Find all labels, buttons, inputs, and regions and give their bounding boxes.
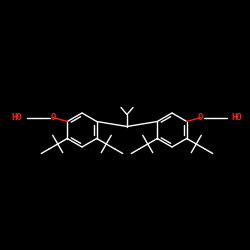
- Text: HO: HO: [12, 113, 22, 122]
- Text: O: O: [198, 113, 203, 122]
- Text: O: O: [50, 113, 56, 122]
- Text: HO: HO: [232, 113, 242, 122]
